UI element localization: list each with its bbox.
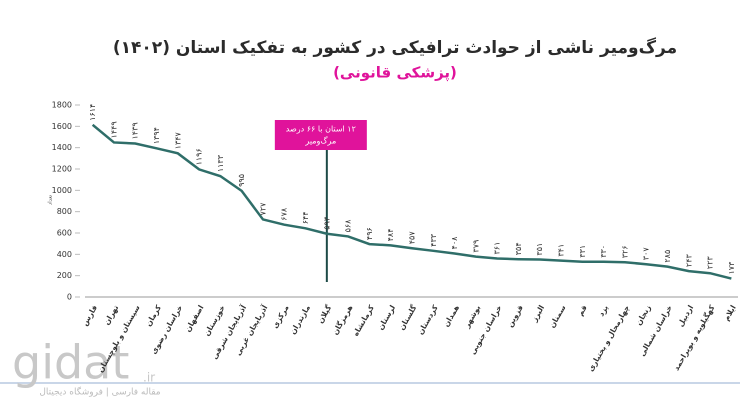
- x-tick-label: کرمانشاه: [351, 303, 376, 338]
- x-tick-label: تهران: [102, 303, 121, 326]
- data-label: ۳۴۱: [557, 244, 566, 257]
- x-tick-label: اردبیل: [676, 304, 695, 329]
- y-tick-label: 0: [67, 293, 72, 302]
- x-tick-label: چهارمحال و بختیاری: [586, 304, 631, 374]
- data-label: ۳۵۴: [514, 242, 523, 255]
- data-label: ۳۲۶: [620, 245, 629, 258]
- data-label: ۷۲۷: [258, 202, 267, 216]
- line: [91, 123, 732, 280]
- data-label: ۱۷۳: [727, 261, 736, 275]
- x-tick-label: مازندران: [288, 303, 312, 336]
- data-label: ۴۸۴: [386, 228, 395, 241]
- data-label: ۳۵۱: [535, 243, 544, 256]
- chart-subtitle: (پزشکی قانونی): [333, 64, 457, 83]
- x-tick-label: البرز: [529, 304, 546, 324]
- data-label: ۱۱۹۶: [195, 148, 204, 165]
- data-label: ۴۳۳: [429, 233, 438, 247]
- data-label: ۵۹۳: [322, 216, 331, 230]
- x-tick-label: ایلام: [722, 304, 738, 323]
- watermark-brand: gidat: [12, 336, 129, 390]
- data-label: ۹۹۵: [237, 174, 246, 187]
- x-tick-label: همدان: [441, 304, 461, 329]
- data-label: ۱۱۳۳: [216, 154, 225, 172]
- x-tick-label: گیلان: [316, 303, 334, 325]
- x-tick-label: مرکزی: [270, 303, 291, 330]
- y-tick-label: 400: [57, 250, 72, 259]
- x-tick-label: زنجان: [634, 304, 653, 327]
- data-label: ۶۷۸: [280, 207, 289, 221]
- data-label: ۵۶۸: [344, 219, 353, 233]
- data-label: ۲۴۳: [684, 253, 693, 267]
- y-tick-label: 1800: [52, 101, 72, 110]
- data-label: ۲۲۳: [706, 256, 715, 270]
- data-label: ۱۳۴۷: [173, 131, 182, 149]
- data-label: ۴۹۶: [365, 227, 374, 240]
- x-tick-label: اصفهان: [183, 304, 205, 334]
- annotation-text: ۱۲ استان با ۶۶ درصد: [286, 125, 356, 134]
- x-tick-label: گلستان: [397, 303, 419, 332]
- data-label: ۳۰۷: [642, 247, 651, 261]
- y-tick-label: 200: [57, 271, 72, 280]
- data-label: ۳۷۹: [471, 240, 480, 253]
- y-axis-label: تعداد: [48, 194, 54, 205]
- annotation-box: [274, 120, 367, 150]
- x-tick-label: سمنان: [547, 304, 567, 330]
- data-label: ۲۸۵: [663, 250, 672, 263]
- annotation-text: مرگ‌ومیر: [304, 136, 336, 146]
- x-tick-label: لرستان: [376, 303, 397, 331]
- y-tick-label: 1200: [52, 165, 72, 174]
- data-label: ۳۶۱: [493, 242, 502, 255]
- chart-title: مرگ‌ومیر ناشی از حوادث ترافیکی در کشور ب…: [113, 38, 677, 58]
- data-label: ۱۴۴۹: [109, 121, 118, 138]
- data-label: ۴۰۸: [450, 236, 459, 250]
- data-label: ۳۳۱: [578, 245, 587, 258]
- data-label: ۱۶۱۴: [88, 104, 97, 121]
- watermark-tld: .ir: [143, 371, 155, 385]
- x-tick-label: قم: [576, 303, 589, 317]
- data-label: ۴۵۷: [408, 231, 417, 245]
- x-tick-label: کردستان: [416, 303, 440, 336]
- x-tick-label: یزد: [597, 303, 611, 317]
- y-tick-label: 1400: [52, 143, 72, 152]
- y-tick-label: 800: [57, 207, 72, 216]
- y-tick-label: 1000: [52, 186, 72, 195]
- watermark-tagline: مقاله فارسی | فروشگاه دیجیتال: [39, 386, 160, 398]
- y-tick-label: 1600: [52, 122, 72, 131]
- x-tick-label: کهگیلویه و بویراحمد: [672, 303, 717, 372]
- data-label: ۱۴۳۹: [131, 122, 140, 139]
- y-tick-label: 600: [57, 229, 72, 238]
- data-label: ۱۳۹۴: [152, 127, 161, 144]
- x-tick-label: قزوین: [505, 303, 525, 328]
- data-label: ۳۳۰: [599, 245, 608, 258]
- x-tick-label: بوشهر: [462, 303, 483, 330]
- x-tick-label: فارس: [80, 303, 99, 327]
- x-tick-label: کرمان: [144, 303, 164, 328]
- data-label: ۶۴۴: [301, 211, 310, 224]
